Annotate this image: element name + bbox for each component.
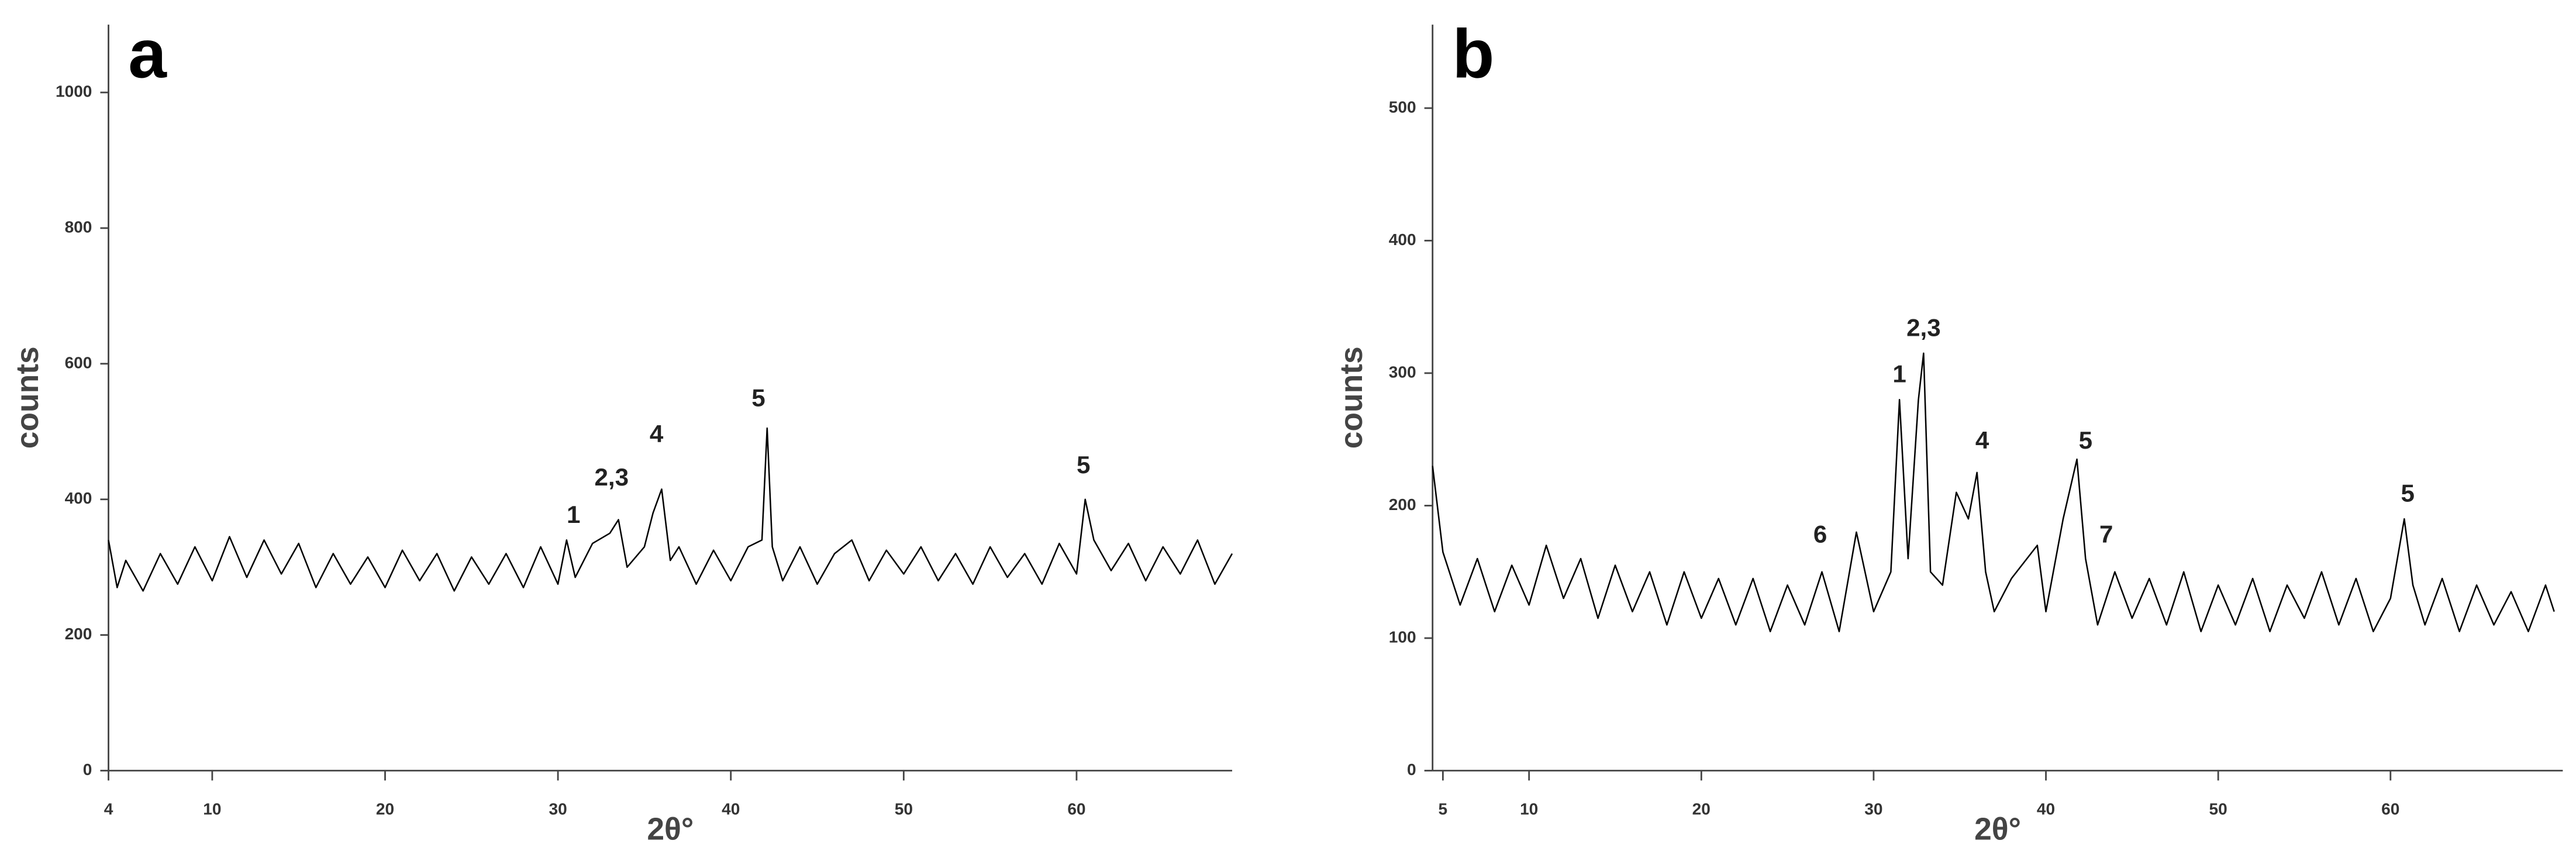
y-tick-label: 1000 <box>56 82 92 101</box>
y-tick-label: 400 <box>1389 230 1416 249</box>
y-tick-label: 400 <box>65 489 92 507</box>
panel-label: a <box>128 15 167 92</box>
y-axis-label: counts <box>1334 346 1369 449</box>
peak-label: 2,3 <box>594 463 629 491</box>
peak-label: 5 <box>2401 479 2415 507</box>
peak-label: 1 <box>567 501 580 528</box>
peak-label: 5 <box>751 384 765 411</box>
y-tick-label: 600 <box>65 353 92 371</box>
x-tick-label: 20 <box>1692 800 1711 818</box>
y-tick-label: 500 <box>1389 98 1416 116</box>
peak-label: 4 <box>650 420 664 447</box>
x-tick-label: 50 <box>2209 800 2227 818</box>
x-tick-label: 4 <box>104 800 113 818</box>
y-axis-label: counts <box>11 346 45 449</box>
peak-label: 5 <box>1077 451 1090 478</box>
x-axis-label: 2θ° <box>647 812 694 847</box>
y-tick-label: 0 <box>83 760 92 779</box>
x-tick-label: 30 <box>549 800 567 818</box>
xrd-trace <box>108 427 1233 592</box>
x-tick-label: 40 <box>2037 800 2055 818</box>
x-tick-label: 60 <box>1067 800 1085 818</box>
peak-label: 2,3 <box>1906 314 1941 341</box>
x-tick-label: 10 <box>203 800 221 818</box>
peak-label: 5 <box>2079 426 2092 454</box>
peak-label: 4 <box>1975 426 1989 454</box>
y-tick-label: 0 <box>1407 760 1416 779</box>
x-tick-label: 30 <box>1864 800 1882 818</box>
x-tick-label: 10 <box>1520 800 1538 818</box>
x-tick-label: 20 <box>376 800 394 818</box>
peak-label: 6 <box>1813 521 1827 548</box>
y-tick-label: 200 <box>65 625 92 643</box>
y-tick-label: 800 <box>65 218 92 236</box>
y-tick-label: 200 <box>1389 495 1416 514</box>
panel-label: b <box>1452 15 1494 92</box>
y-tick-label: 100 <box>1389 628 1416 646</box>
peak-label: 1 <box>1892 360 1906 388</box>
y-tick-label: 300 <box>1389 363 1416 381</box>
xrd-trace <box>1432 352 2555 632</box>
x-tick-label: 50 <box>895 800 913 818</box>
x-tick-label: 5 <box>1439 800 1448 818</box>
peak-label: 7 <box>2099 521 2113 548</box>
x-tick-label: 40 <box>722 800 740 818</box>
x-tick-label: 60 <box>2381 800 2399 818</box>
x-axis-label: 2θ° <box>1974 812 2021 847</box>
